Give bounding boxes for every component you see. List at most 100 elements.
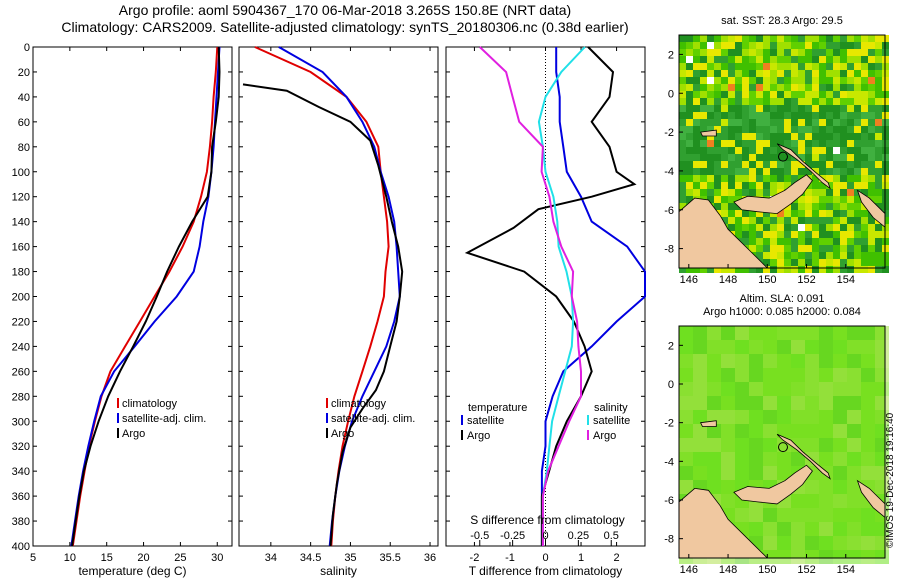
map-cell bbox=[854, 238, 861, 245]
map-cell bbox=[735, 175, 742, 182]
map-cell bbox=[812, 252, 819, 259]
map-cell bbox=[847, 245, 854, 252]
map-cell bbox=[833, 259, 840, 266]
map-cell bbox=[728, 63, 735, 70]
map-x-tick-label: 150 bbox=[758, 274, 776, 286]
map-cell bbox=[763, 161, 770, 168]
map-cell bbox=[812, 84, 819, 91]
map-cell bbox=[707, 480, 721, 494]
map-cell bbox=[847, 536, 861, 550]
map-cell bbox=[875, 231, 882, 238]
map-cell bbox=[693, 126, 700, 133]
map-cell bbox=[763, 231, 770, 238]
figure-title-line2: Climatology: CARS2009. Satellite-adjuste… bbox=[61, 19, 629, 35]
map-cell bbox=[819, 77, 826, 84]
map-cell bbox=[819, 245, 826, 252]
map-cell bbox=[728, 84, 735, 91]
map-cell bbox=[847, 238, 854, 245]
map-cell bbox=[819, 98, 826, 105]
map-cell bbox=[679, 452, 693, 466]
map-cell bbox=[700, 98, 707, 105]
map-cell bbox=[791, 147, 798, 154]
map-cell bbox=[791, 175, 798, 182]
map-cell bbox=[798, 42, 805, 49]
map-cell bbox=[749, 508, 763, 522]
map-cell bbox=[770, 98, 777, 105]
map-cell bbox=[749, 438, 763, 452]
map-cell bbox=[805, 189, 812, 196]
map-cell bbox=[728, 161, 735, 168]
map-cell bbox=[819, 326, 833, 340]
map-cell bbox=[721, 494, 735, 508]
map-cell bbox=[679, 147, 686, 154]
x-tick-label: 1 bbox=[578, 552, 584, 564]
map-cell bbox=[721, 340, 735, 354]
map-cell bbox=[707, 49, 714, 56]
legend-label: satellite-adj. clim. bbox=[331, 413, 415, 425]
map-cell bbox=[819, 224, 826, 231]
map-cell bbox=[721, 98, 728, 105]
map-cell bbox=[707, 147, 714, 154]
map-cell bbox=[798, 56, 805, 63]
map-cell bbox=[707, 63, 714, 70]
y-tick-label: 0 bbox=[24, 42, 30, 54]
map-cell bbox=[805, 438, 819, 452]
map-cell bbox=[679, 354, 693, 368]
map-cell bbox=[686, 168, 693, 175]
map-cell bbox=[679, 203, 686, 210]
map-cell bbox=[714, 42, 721, 49]
map-cell bbox=[847, 91, 854, 98]
map-cell bbox=[742, 140, 749, 147]
map-cell bbox=[707, 466, 721, 480]
map-cell bbox=[770, 189, 777, 196]
map-cell bbox=[693, 175, 700, 182]
map-cell bbox=[812, 196, 819, 203]
map-cell bbox=[721, 326, 735, 340]
map-cell bbox=[812, 266, 819, 273]
map-cell bbox=[777, 522, 791, 536]
map-cell bbox=[875, 42, 882, 49]
map-cell bbox=[763, 354, 777, 368]
map-cell bbox=[777, 91, 784, 98]
legend-label: satellite bbox=[467, 415, 504, 427]
map-cell bbox=[714, 161, 721, 168]
map-cell bbox=[868, 35, 875, 42]
map-cell bbox=[791, 410, 805, 424]
map-cell bbox=[728, 42, 735, 49]
map-cell bbox=[868, 133, 875, 140]
sla-map-title: Altim. SLA: 0.091 bbox=[740, 293, 825, 305]
map-cell bbox=[700, 63, 707, 70]
map-cell bbox=[756, 133, 763, 140]
map-cell bbox=[840, 49, 847, 56]
map-cell bbox=[749, 133, 756, 140]
map-cell bbox=[784, 252, 791, 259]
sst-map-title: sat. SST: 28.3 Argo: 29.5 bbox=[721, 15, 843, 27]
map-cell bbox=[707, 56, 714, 63]
map-cell bbox=[812, 119, 819, 126]
map-cell bbox=[868, 245, 875, 252]
map-cell bbox=[812, 203, 819, 210]
map-cell bbox=[847, 140, 854, 147]
map-cell bbox=[735, 154, 742, 161]
land-new-britain bbox=[733, 464, 813, 505]
map-cell bbox=[721, 368, 735, 382]
map-cell bbox=[721, 35, 728, 42]
map-cell bbox=[791, 126, 798, 133]
map-cell bbox=[714, 49, 721, 56]
map-cell bbox=[812, 91, 819, 98]
map-cell bbox=[798, 63, 805, 70]
map-cell bbox=[763, 266, 770, 273]
map-cell bbox=[763, 466, 777, 480]
map-cell bbox=[861, 326, 875, 340]
map-cell bbox=[840, 245, 847, 252]
map-cell bbox=[861, 368, 875, 382]
map-cell bbox=[749, 238, 756, 245]
map-cell bbox=[693, 77, 700, 84]
map-cell bbox=[798, 252, 805, 259]
map-cell bbox=[819, 494, 833, 508]
map-cell bbox=[770, 42, 777, 49]
map-cell bbox=[840, 168, 847, 175]
map-cell bbox=[679, 326, 693, 340]
sla-map-subtitle: Argo h1000: 0.085 h2000: 0.084 bbox=[703, 306, 861, 318]
map-cell bbox=[875, 105, 882, 112]
